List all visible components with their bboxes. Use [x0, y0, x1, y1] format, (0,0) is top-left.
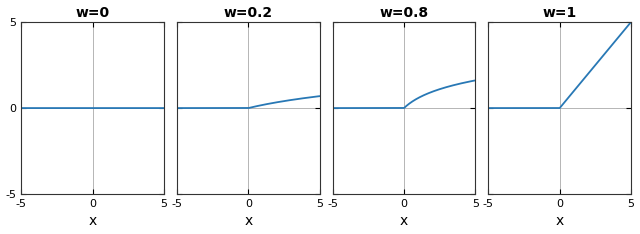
X-axis label: x: x: [244, 214, 252, 228]
X-axis label: x: x: [88, 214, 97, 228]
X-axis label: x: x: [400, 214, 408, 228]
Title: w=1: w=1: [543, 6, 577, 20]
X-axis label: x: x: [556, 214, 564, 228]
Title: w=0.8: w=0.8: [380, 6, 429, 20]
Title: w=0.2: w=0.2: [224, 6, 273, 20]
Title: w=0: w=0: [76, 6, 109, 20]
